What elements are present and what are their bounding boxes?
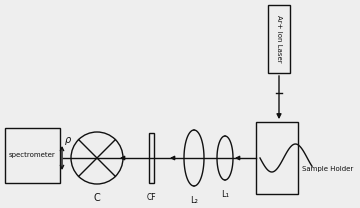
Text: L₁: L₁ [221, 190, 229, 199]
Text: C: C [94, 193, 100, 203]
Bar [268, 5, 290, 73]
Bar [149, 133, 154, 183]
Text: Sample Holder: Sample Holder [302, 166, 353, 172]
Text: Ar+ Ion Laser: Ar+ Ion Laser [276, 15, 282, 63]
Bar [5, 128, 60, 183]
Text: CF: CF [147, 193, 156, 202]
Text: ρ: ρ [65, 135, 71, 145]
Text: L₂: L₂ [190, 196, 198, 205]
Text: spectrometer: spectrometer [9, 152, 56, 158]
Bar [256, 122, 298, 194]
